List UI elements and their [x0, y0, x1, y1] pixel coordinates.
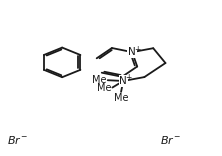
- Text: Me: Me: [114, 93, 128, 103]
- Text: +: +: [135, 44, 141, 54]
- Text: +: +: [126, 73, 132, 82]
- Text: Me: Me: [97, 83, 111, 93]
- Text: N: N: [128, 47, 136, 57]
- Text: Me: Me: [92, 75, 107, 85]
- Text: Br$^-$: Br$^-$: [160, 134, 181, 146]
- Text: N: N: [119, 76, 127, 86]
- Text: Br$^-$: Br$^-$: [7, 134, 28, 146]
